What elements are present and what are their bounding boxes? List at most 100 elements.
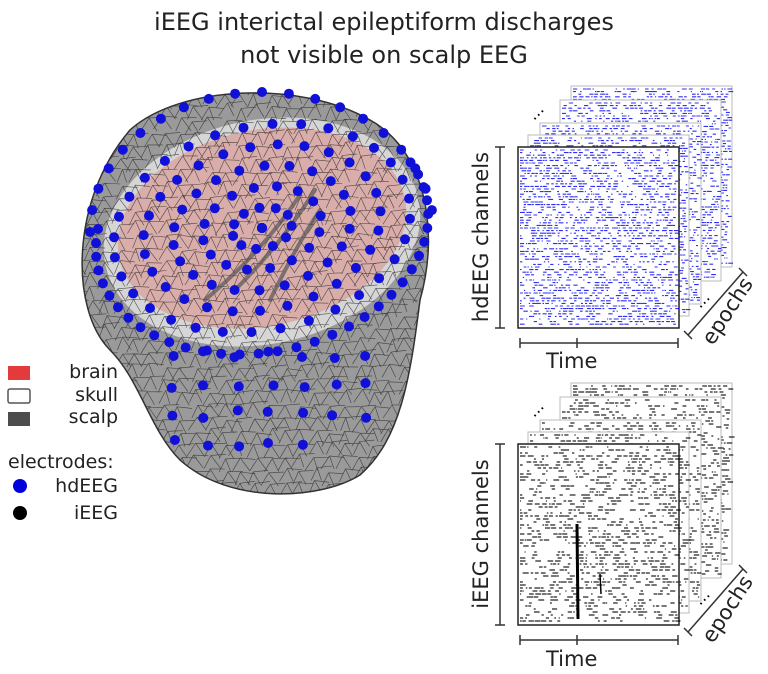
electrode-dot <box>149 330 160 341</box>
electrode-dot <box>139 249 150 260</box>
electrode-dot <box>347 131 358 142</box>
electrode-dot <box>168 351 179 361</box>
electrode-dot <box>292 186 303 197</box>
hdeeg-channels-label: hdEEG channels <box>469 151 493 323</box>
electrode-dot <box>97 278 108 289</box>
electrode-dot <box>267 241 278 251</box>
electrode-dot <box>117 144 128 155</box>
electrode-dot <box>270 203 281 214</box>
electrode-dot <box>323 147 334 158</box>
electrode-dot <box>234 165 245 176</box>
electrode-dot <box>246 327 257 338</box>
electrode-dot <box>93 183 104 194</box>
electrode-dot <box>344 223 355 234</box>
electrode-dot <box>325 176 336 187</box>
electrode-dot <box>374 273 385 284</box>
skull-swatch <box>7 388 31 404</box>
electrode-dot <box>257 223 267 233</box>
electrode-dot <box>338 189 349 200</box>
electrode-dot <box>414 250 424 261</box>
electrode-dot <box>85 227 95 237</box>
electrode-dot <box>144 210 154 221</box>
epochs-bracket <box>683 267 748 340</box>
electrode-dot <box>282 209 293 220</box>
electrode-dot <box>369 142 379 153</box>
electrode-dot <box>248 183 259 193</box>
time-bracket <box>519 338 679 348</box>
electrode-dot <box>209 203 220 214</box>
electrode-dot <box>221 259 232 270</box>
electrode-dot <box>331 379 342 390</box>
electrode-dot <box>265 263 276 273</box>
electrode-dot <box>283 88 294 99</box>
electrode-dot <box>245 142 256 153</box>
electrode-dot <box>177 204 188 215</box>
electrode-dot <box>203 93 214 104</box>
electrode-dot <box>253 348 264 359</box>
electrode-dot <box>116 271 127 282</box>
legend-hdeeg-label: hdEEG <box>55 475 118 497</box>
electrode-dot <box>303 270 313 281</box>
electrode-dot <box>155 113 166 124</box>
electrode-dot <box>242 264 252 275</box>
electrode-dot <box>420 183 431 194</box>
electrode-dot <box>178 102 189 113</box>
electrode-dot <box>228 230 239 241</box>
electrode-dot <box>255 305 265 316</box>
electrode-dot <box>331 278 342 289</box>
electrode-dot <box>145 303 155 314</box>
electrode-dot <box>104 290 115 301</box>
electrode-dot <box>93 224 103 234</box>
electrode-dot <box>114 211 124 222</box>
ieeg-data-panel: ...... <box>495 382 748 645</box>
channels-bracket <box>495 146 505 329</box>
electrode-dot <box>385 157 396 168</box>
electrode-dot <box>206 279 217 290</box>
electrode-dot <box>216 348 227 359</box>
figure-title-line-2: not visible on scalp EEG <box>240 41 528 69</box>
electrode-dot <box>109 252 120 263</box>
electrode-dot <box>397 174 408 185</box>
electrode-dot <box>315 210 326 221</box>
interictal-spike <box>599 573 602 595</box>
time-bracket <box>519 635 679 645</box>
electrode-dot <box>91 251 102 262</box>
electrode-dot <box>389 254 400 265</box>
electrode-dot <box>183 141 194 152</box>
electrode-dot <box>314 227 325 238</box>
electrode-dot <box>406 264 417 275</box>
electrode-dot <box>375 206 386 217</box>
electrode-dot <box>330 304 341 315</box>
electrode-dot <box>299 382 310 393</box>
electrode-dot <box>272 181 282 192</box>
electrode-dot <box>410 163 421 174</box>
electrode-dot <box>232 405 243 416</box>
electrode-dot <box>359 312 370 322</box>
electrode-dot <box>205 249 216 260</box>
electrode-dot <box>159 155 170 166</box>
electrode-dot <box>198 235 209 246</box>
electrode-dot <box>168 240 179 250</box>
electrode-dot <box>123 312 134 323</box>
head-model <box>81 87 437 495</box>
scalp-swatch <box>8 412 30 426</box>
electrode-dot <box>308 196 319 207</box>
electrode-dot <box>296 119 307 130</box>
electrode-dot <box>354 290 365 301</box>
electrode-dot <box>179 294 190 305</box>
legend-ieeg-label: iEEG <box>73 502 118 524</box>
brain-swatch <box>8 366 30 380</box>
front-epoch-frame <box>517 443 681 626</box>
hdeeg-dot-icon <box>13 479 27 493</box>
electrode-dot <box>275 323 286 334</box>
electrode-dot <box>335 102 346 113</box>
electrode-dot <box>254 202 265 213</box>
electrode-dot <box>327 329 338 340</box>
electrode-dot <box>365 244 376 255</box>
electrode-dot <box>203 440 213 451</box>
electrode-dot <box>299 141 310 152</box>
electrode-dot <box>310 93 321 104</box>
ellipsis-icon: ... <box>523 397 547 421</box>
electrode-dot <box>124 191 135 202</box>
legend-electrodes-heading: electrodes: <box>8 451 114 473</box>
